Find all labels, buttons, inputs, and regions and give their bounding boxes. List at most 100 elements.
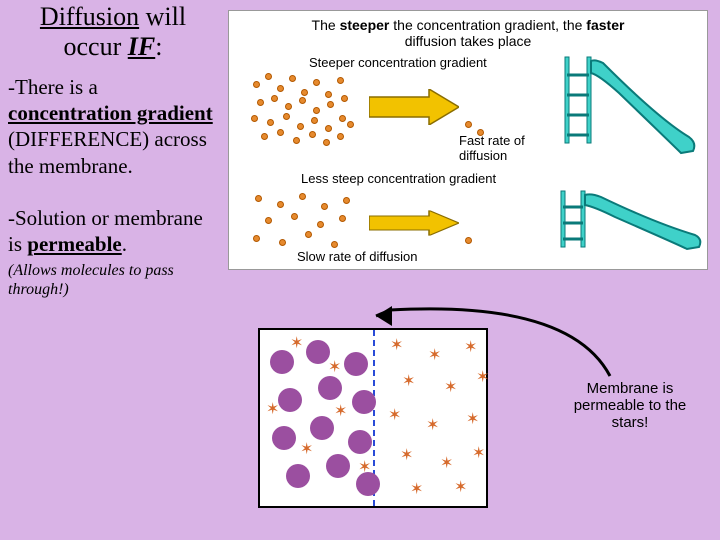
- particle-dot: [465, 121, 472, 128]
- solute-star: ✶: [472, 446, 485, 462]
- solute-circle: [344, 352, 368, 376]
- particle-dot: [253, 235, 260, 242]
- solute-star: ✶: [328, 360, 341, 376]
- particle-dot: [331, 241, 338, 248]
- solute-star: ✶: [444, 380, 457, 396]
- particle-dot: [261, 133, 268, 140]
- solute-circle: [318, 376, 342, 400]
- row2-rate: Slow rate of diffusion: [297, 249, 417, 264]
- particle-dot: [251, 115, 258, 122]
- solute-circle: [272, 426, 296, 450]
- title-colon: :: [155, 32, 162, 61]
- solute-star: ✶: [466, 412, 479, 428]
- row1-rate: Fast rate of diffusion: [459, 133, 539, 163]
- h-mid: the concentration gradient, the: [389, 17, 586, 33]
- title-if: IF: [128, 32, 155, 61]
- solute-star: ✶: [266, 402, 279, 418]
- solute-circle: [352, 390, 376, 414]
- particle-dot: [339, 215, 346, 222]
- shallow-slide-icon: [555, 183, 705, 272]
- membrane-diagram: ✶✶✶✶✶✶✶✶✶✶✶✶✶✶✶✶✶✶✶✶: [258, 328, 488, 508]
- particle-dot: [309, 131, 316, 138]
- particle-dot: [291, 213, 298, 220]
- particle-dot: [325, 91, 332, 98]
- row2-label: Less steep concentration gradient: [301, 171, 496, 186]
- arrow-fast: [369, 89, 459, 125]
- h-post: diffusion takes place: [405, 33, 532, 49]
- particle-dot: [285, 103, 292, 110]
- particle-dot: [277, 129, 284, 136]
- particle-dot: [265, 217, 272, 224]
- particle-dot: [279, 239, 286, 246]
- particle-dot: [323, 139, 330, 146]
- particle-dot: [299, 97, 306, 104]
- particle-dot: [465, 237, 472, 244]
- solute-star: ✶: [464, 340, 477, 356]
- solute-star: ✶: [334, 404, 347, 420]
- particle-dot: [347, 121, 354, 128]
- particle-dot: [313, 79, 320, 86]
- solute-circle: [278, 388, 302, 412]
- solute-circle: [270, 350, 294, 374]
- particle-dot: [265, 73, 272, 80]
- p2-perm: permeable: [27, 232, 121, 256]
- solute-circle: [306, 340, 330, 364]
- title-diffusion: Diffusion: [40, 2, 139, 31]
- solute-star: ✶: [426, 418, 439, 434]
- solute-star: ✶: [400, 448, 413, 464]
- particle-dot: [327, 101, 334, 108]
- h-pre: The: [312, 17, 340, 33]
- dots-less-right: [465, 187, 495, 251]
- solute-star: ✶: [358, 460, 371, 476]
- solute-circle: [326, 454, 350, 478]
- solute-star: ✶: [402, 374, 415, 390]
- solute-circle: [310, 416, 334, 440]
- particle-dot: [299, 193, 306, 200]
- arrow-slow: [369, 210, 459, 235]
- particle-dot: [289, 75, 296, 82]
- steep-slide-icon: [559, 53, 699, 168]
- solute-star: ✶: [454, 480, 467, 496]
- h-b1: steeper: [340, 17, 390, 33]
- particle-dot: [297, 123, 304, 130]
- solute-star: ✶: [428, 348, 441, 364]
- solute-star: ✶: [290, 336, 303, 352]
- left-text-column: Diffusion will occur IF: -There is a con…: [8, 2, 218, 300]
- particle-dot: [313, 107, 320, 114]
- particle-dot: [255, 195, 262, 202]
- p2-dot: .: [122, 232, 127, 256]
- particle-dot: [271, 95, 278, 102]
- gradient-diagram: The steeper the concentration gradient, …: [228, 10, 708, 270]
- solute-circle: [286, 464, 310, 488]
- particle-dot: [277, 201, 284, 208]
- p1-rest: (DIFFERENCE) across the membrane.: [8, 127, 207, 177]
- particle-dot: [311, 117, 318, 124]
- solute-star: ✶: [440, 456, 453, 472]
- particle-dot: [343, 197, 350, 204]
- particle-dot: [337, 77, 344, 84]
- p1-lead: -There is a: [8, 75, 98, 99]
- particle-dot: [339, 115, 346, 122]
- particle-dot: [293, 137, 300, 144]
- particle-dot: [337, 133, 344, 140]
- condition-2: -Solution or membrane is permeable.: [8, 205, 218, 258]
- particle-dot: [341, 95, 348, 102]
- slide-title: Diffusion will occur IF:: [8, 2, 218, 62]
- particle-dot: [277, 85, 284, 92]
- solute-star: ✶: [410, 482, 423, 498]
- dots-steep: [247, 67, 357, 147]
- particle-dot: [301, 89, 308, 96]
- particle-dot: [325, 125, 332, 132]
- p1-cg: concentration gradient: [8, 101, 213, 125]
- condition-1: -There is a concentration gradient (DIFF…: [8, 74, 218, 179]
- particle-dot: [257, 99, 264, 106]
- solute-star: ✶: [476, 370, 489, 386]
- dots-less: [247, 187, 357, 251]
- solute-star: ✶: [390, 338, 403, 354]
- condition-2-note: (Allows molecules to pass through!): [8, 261, 218, 299]
- membrane-caption: Membrane is permeable to the stars!: [560, 380, 700, 431]
- h-b2: faster: [586, 17, 624, 33]
- particle-dot: [283, 113, 290, 120]
- solute-circle: [348, 430, 372, 454]
- particle-dot: [305, 231, 312, 238]
